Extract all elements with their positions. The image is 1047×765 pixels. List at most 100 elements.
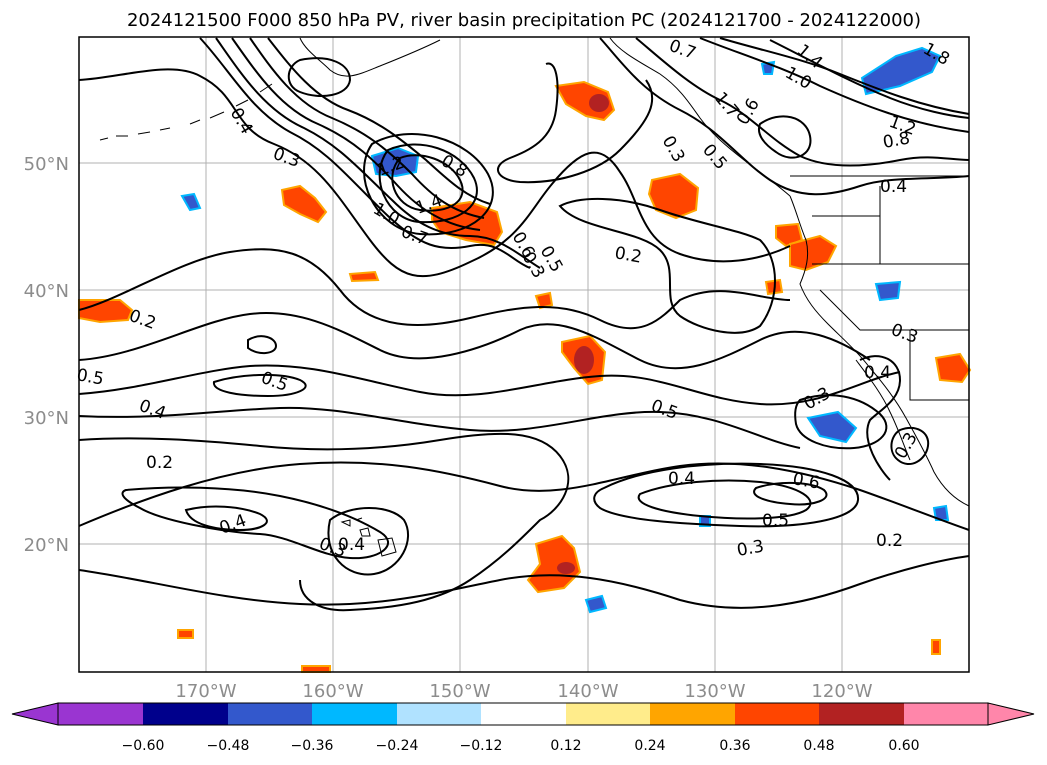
pv-contour-line <box>391 154 464 212</box>
colorbar-tick-label: −0.24 <box>376 738 419 754</box>
contour-label: 0.5 <box>75 365 105 389</box>
lat-label: 50°N <box>24 154 69 175</box>
contour-label: 0.5 <box>762 511 789 531</box>
pv-contour-line <box>859 355 902 481</box>
colorbar-extend-min <box>11 702 59 726</box>
contour-label: 0.2 <box>876 531 903 551</box>
lat-label: 40°N <box>24 281 69 302</box>
map-background <box>79 37 969 672</box>
state-borders <box>812 186 969 401</box>
pv-contour-line <box>794 394 888 450</box>
colorbar-tick-label: 0.12 <box>550 738 581 754</box>
aleutian-islands <box>99 83 273 141</box>
colorbar-bin <box>481 703 566 725</box>
colorbar-bin <box>904 703 988 725</box>
pv-contour-line <box>637 479 812 520</box>
pv-contour-line <box>699 37 970 133</box>
precip-positive-area <box>931 639 941 655</box>
colorbar-bin <box>566 703 650 725</box>
pv-contour-line <box>890 427 930 465</box>
pv-contour-line <box>199 37 531 269</box>
precip-positive-area <box>78 299 134 324</box>
colorbar-tick-label: −0.60 <box>122 738 165 754</box>
colorbar-extend-max <box>987 702 1035 726</box>
contour-label: 0.2 <box>613 243 643 267</box>
pv-contour-line <box>378 143 478 224</box>
map-title: 2024121500 F000 850 hPa PV, river basin … <box>127 10 921 31</box>
precip-positive-area <box>934 352 972 384</box>
lon-label: 140°W <box>557 681 618 702</box>
pv-contour-line <box>287 57 352 97</box>
precip-negative-area <box>874 280 902 302</box>
lat-label: 20°N <box>24 535 69 556</box>
pv-contour-line <box>213 373 307 398</box>
contour-label: 0.4 <box>864 363 891 383</box>
contour-label: 0.6 <box>791 469 821 493</box>
contour-label: 0.4 <box>338 535 365 555</box>
lon-label: 130°W <box>684 681 745 702</box>
alaska-coastline <box>299 37 441 77</box>
map-panel: 0.4 0.3 1.2 0.8 1.0 1.4 0.7 0.6 0.5 0.2 … <box>75 36 972 673</box>
pv-contour-line <box>249 37 485 219</box>
pv-contour-line <box>719 37 970 115</box>
pv-contour-line <box>558 197 776 334</box>
precip-positive-area <box>534 291 554 310</box>
lon-label: 160°W <box>302 681 363 702</box>
precip-positive-area <box>647 172 700 220</box>
colorbar-tick-label: −0.36 <box>291 738 334 754</box>
pv-contour-line <box>753 481 828 506</box>
contour-label: 0.2 <box>146 453 173 473</box>
colorbar-bin <box>397 703 481 725</box>
colorbar-bin <box>735 703 819 725</box>
north-america-west-coastline <box>789 195 970 507</box>
alaska-panhandle-coastline <box>609 37 791 197</box>
colorbar-tick-label: −0.48 <box>207 738 250 754</box>
lon-label: 170°W <box>175 681 236 702</box>
precip-negative-area <box>932 504 950 521</box>
pv-contour-line <box>78 364 901 406</box>
precip-strong-area <box>574 346 594 374</box>
map-frame <box>78 36 970 673</box>
precip-negative-area <box>180 192 202 212</box>
precip-positive-area <box>348 270 380 283</box>
pv-contour-line <box>78 461 970 531</box>
hawaii-islands <box>340 517 397 557</box>
colorbar-tick-label: 0.36 <box>719 738 750 754</box>
pv-contour-line <box>769 39 970 119</box>
contour-label: 0.3 <box>735 537 765 561</box>
pv-contour-line <box>78 406 801 449</box>
pv-contour-line <box>497 62 654 184</box>
baja-california-coastline <box>855 359 911 461</box>
colorbar-bin <box>819 703 904 725</box>
precip-negative-area <box>806 410 858 444</box>
pv-contour-line <box>593 462 860 528</box>
colorbar-tick-label: 0.24 <box>634 738 665 754</box>
colorbar-tick-label: 0.60 <box>888 738 919 754</box>
colorbar-bin <box>228 703 312 725</box>
precip-positive-area <box>177 629 194 639</box>
pv-contour-line <box>78 312 871 370</box>
precip-strong-area <box>589 94 609 112</box>
contour-label: 0.4 <box>880 177 907 197</box>
colorbar-bin <box>58 703 143 725</box>
colorbar-bin <box>143 703 228 725</box>
lat-label: 30°N <box>24 408 69 429</box>
colorbar-bin <box>650 703 735 725</box>
lon-label: 120°W <box>811 681 872 702</box>
colorbar: −0.60 −0.48 −0.36 −0.24 −0.12 0.12 0.24 … <box>11 702 1035 754</box>
precip-strong-area <box>557 562 575 574</box>
pv-contour-line <box>184 505 268 532</box>
colorbar-bin <box>312 703 397 725</box>
pv-contour-line <box>267 37 491 205</box>
precip-positive-area <box>280 184 328 224</box>
colorbar-tick-label: 0.48 <box>803 738 834 754</box>
pv-contour-line <box>215 37 541 269</box>
pv-contour-line <box>78 432 570 612</box>
pv-contour-line <box>78 68 791 278</box>
longitude-labels: 170°W 160°W 150°W 140°W 130°W 120°W <box>175 681 872 702</box>
contour-label: 0.4 <box>668 469 695 489</box>
pv-contour-line <box>758 115 812 159</box>
pv-contour-line <box>78 555 970 609</box>
lon-label: 150°W <box>429 681 490 702</box>
